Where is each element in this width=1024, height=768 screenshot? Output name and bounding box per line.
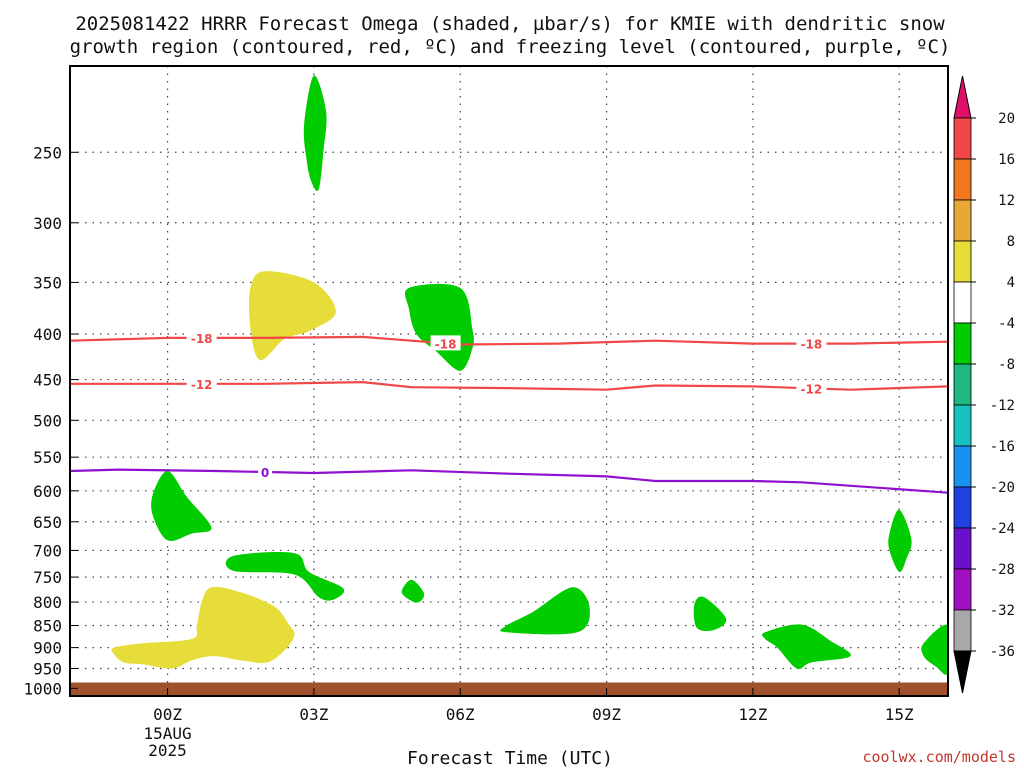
contour-label: -12 bbox=[801, 382, 823, 396]
contour-label: -18 bbox=[191, 332, 213, 346]
x-tick-label: 06Z bbox=[446, 705, 475, 724]
colorbar-bin bbox=[953, 240, 972, 283]
y-tick-label: 750 bbox=[33, 568, 62, 587]
y-tick-label: 600 bbox=[33, 482, 62, 501]
y-tick-label: 300 bbox=[33, 214, 62, 233]
colorbar-label: -20 bbox=[990, 480, 1015, 496]
y-tick-label: 850 bbox=[33, 616, 62, 635]
colorbar-bin bbox=[953, 158, 972, 201]
contour-label: -18 bbox=[435, 337, 457, 351]
colorbar-bin bbox=[953, 117, 972, 160]
y-tick-label: 700 bbox=[33, 541, 62, 560]
x-tick-label: 09Z bbox=[592, 705, 621, 724]
colorbar-label: 16 bbox=[998, 152, 1015, 168]
temperature-contour-minus-12 bbox=[70, 380, 948, 391]
x-tick-label: 03Z bbox=[299, 705, 328, 724]
contour-label-background bbox=[796, 380, 827, 396]
colorbar-label: 4 bbox=[1007, 275, 1015, 291]
contour-label: -12 bbox=[191, 378, 213, 392]
colorbar-label: -28 bbox=[990, 562, 1015, 578]
colorbar-bin bbox=[953, 363, 972, 406]
plot-frame bbox=[69, 65, 949, 697]
omega-upward-region bbox=[761, 624, 851, 670]
ground-below-surface bbox=[70, 682, 948, 696]
colorbar-bin bbox=[953, 568, 972, 611]
y-tick-label: 400 bbox=[33, 325, 62, 344]
colorbar-label: -8 bbox=[998, 357, 1015, 373]
y-tick-label: 350 bbox=[33, 273, 62, 292]
x-tick-year-label: 2025 bbox=[148, 741, 187, 760]
x-axis-label: Forecast Time (UTC) bbox=[407, 748, 613, 768]
colorbar-bin bbox=[953, 404, 972, 447]
omega-upward-region bbox=[225, 552, 345, 601]
y-tick-label: 950 bbox=[33, 660, 62, 679]
colorbar: 20 16 12 8 4 -4 -8 -12 -16 -20 -24 -28 -32 -36 bbox=[953, 75, 1015, 694]
y-tick-label: 500 bbox=[33, 411, 62, 430]
colorbar-bin bbox=[953, 609, 972, 652]
colorbar-bin bbox=[953, 322, 972, 365]
colorbar-label: -24 bbox=[990, 521, 1015, 537]
ground-layer bbox=[70, 682, 948, 696]
colorbar-label: 8 bbox=[1007, 234, 1015, 250]
contour-label: 0 bbox=[261, 466, 269, 480]
colorbar-top-arrow bbox=[953, 75, 972, 119]
colorbar-bin bbox=[953, 445, 972, 488]
x-tick-date-label: 15AUG bbox=[143, 724, 191, 743]
colorbar-label: 20 bbox=[998, 111, 1015, 127]
chart-title-line-1: 2025081422 HRRR Forecast Omega (shaded, … bbox=[75, 13, 945, 35]
colorbar-bottom-arrow bbox=[953, 650, 972, 694]
colorbar-label: 12 bbox=[998, 193, 1015, 209]
colorbar-label: -12 bbox=[990, 398, 1015, 414]
omega-downward-region bbox=[248, 271, 336, 361]
colorbar-label: -16 bbox=[990, 439, 1015, 455]
omega-upward-region bbox=[500, 587, 590, 635]
y-tick-label: 800 bbox=[33, 593, 62, 612]
y-tick-label: 900 bbox=[33, 639, 62, 658]
freezing-level-contour bbox=[70, 468, 948, 494]
y-axis-ticks: 250 300 350 400 450 500 550 600 650 700 750 800 850 9… bbox=[23, 143, 78, 698]
contour-label-background bbox=[796, 335, 827, 351]
contour-label-background bbox=[186, 375, 217, 391]
y-tick-label: 650 bbox=[33, 513, 62, 532]
omega-upward-region bbox=[693, 596, 727, 632]
colorbar-label: -4 bbox=[998, 316, 1015, 332]
colorbar-label: -36 bbox=[990, 644, 1015, 660]
x-tick-label: 00Z bbox=[153, 705, 182, 724]
temperature-contours: -18 -18 -18 -12 -12 0 bbox=[70, 329, 948, 494]
x-tick-label: 12Z bbox=[738, 705, 767, 724]
omega-upward-region bbox=[151, 470, 212, 541]
colorbar-bin bbox=[953, 527, 972, 570]
y-tick-label: 550 bbox=[33, 448, 62, 467]
chart-title-line-2: growth region (contoured, red, ºC) and f… bbox=[70, 36, 951, 58]
y-tick-label: 250 bbox=[33, 143, 62, 162]
contour-label: -18 bbox=[801, 338, 823, 352]
colorbar-label: -32 bbox=[990, 603, 1015, 619]
omega-upward-region bbox=[401, 579, 425, 603]
omega-upward-region bbox=[303, 75, 327, 192]
credit-text: coolwx.com/models bbox=[862, 748, 1016, 766]
omega-upward-region bbox=[888, 509, 912, 573]
omega-upward-region bbox=[921, 624, 948, 675]
colorbar-bin bbox=[953, 199, 972, 242]
y-tick-label: 1000 bbox=[23, 679, 62, 698]
colorbar-bin bbox=[953, 486, 972, 529]
x-tick-label: 15Z bbox=[885, 705, 914, 724]
contour-label-background bbox=[430, 335, 461, 351]
colorbar-bin bbox=[953, 281, 972, 324]
y-tick-label: 450 bbox=[33, 371, 62, 390]
omega-upward-region bbox=[404, 283, 474, 371]
contour-label-background bbox=[258, 463, 273, 479]
omega-shaded-regions bbox=[111, 75, 948, 675]
contour-label-background bbox=[186, 329, 217, 345]
omega-downward-region bbox=[111, 586, 295, 669]
